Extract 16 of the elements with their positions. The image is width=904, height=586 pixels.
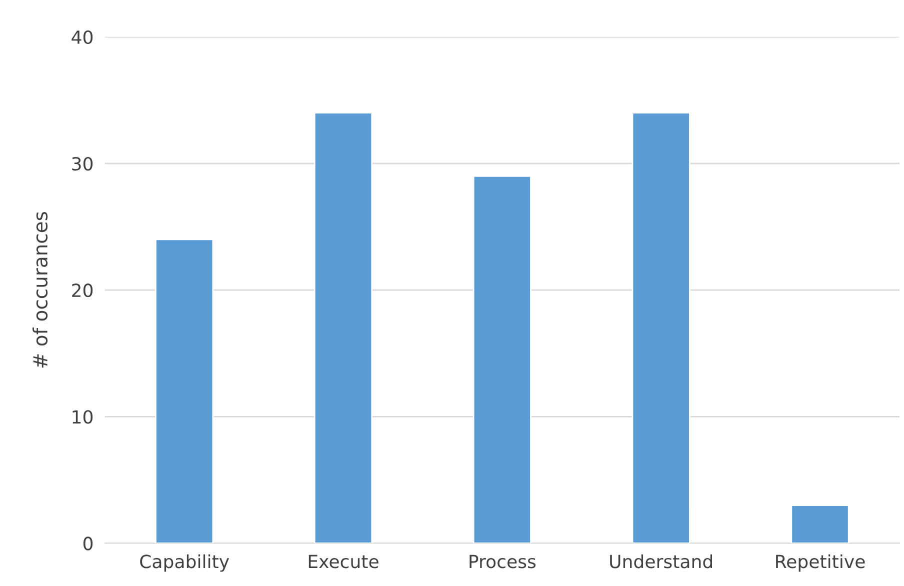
bar: [632, 112, 690, 544]
bar: [314, 112, 373, 544]
y-tick-label: 10: [72, 410, 93, 424]
y-tick-label: 0: [83, 536, 93, 550]
bar: [155, 238, 214, 544]
y-axis-title: # of occurances: [32, 212, 48, 368]
x-tick-label: Capability: [140, 554, 230, 572]
bar: [790, 504, 850, 544]
x-tick-label: Execute: [308, 554, 378, 568]
y-tick-label: 20: [72, 284, 93, 298]
y-tick-label: 40: [72, 30, 93, 44]
x-tick-label: Repetitive: [776, 554, 865, 572]
x-tick-label: Process: [470, 554, 536, 568]
x-tick-label: Understand: [610, 554, 712, 568]
bar: [472, 175, 532, 544]
y-tick-label: 30: [72, 156, 93, 171]
